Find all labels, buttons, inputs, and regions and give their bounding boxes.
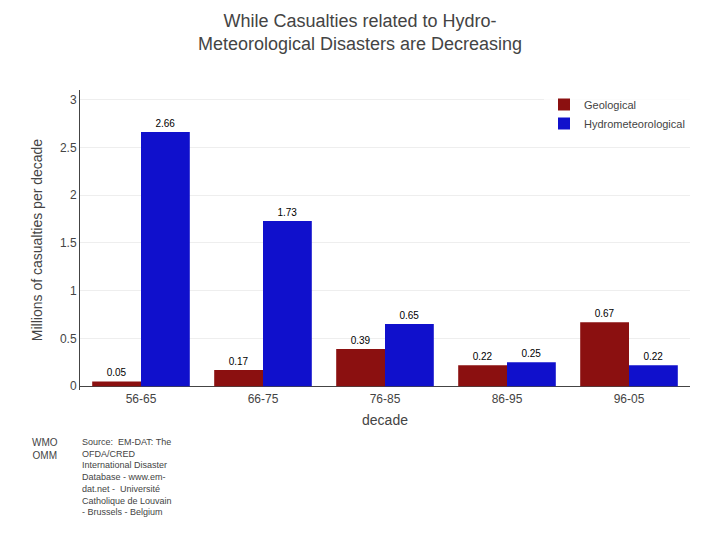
svg-text:0.22: 0.22 bbox=[643, 351, 663, 362]
svg-text:3: 3 bbox=[70, 93, 77, 107]
svg-text:0.67: 0.67 bbox=[595, 308, 615, 319]
svg-text:decade: decade bbox=[362, 412, 408, 428]
svg-text:2.5: 2.5 bbox=[60, 141, 77, 155]
svg-text:56-65: 56-65 bbox=[126, 392, 157, 406]
svg-text:76-85: 76-85 bbox=[370, 392, 401, 406]
svg-text:Hydrometeorological: Hydrometeorological bbox=[584, 118, 685, 130]
svg-text:0.5: 0.5 bbox=[60, 332, 77, 346]
svg-text:0.65: 0.65 bbox=[399, 310, 419, 321]
svg-text:86-95: 86-95 bbox=[492, 392, 523, 406]
svg-text:1: 1 bbox=[70, 284, 77, 298]
svg-text:WMOOMM: WMOOMM bbox=[32, 437, 58, 461]
svg-text:1.73: 1.73 bbox=[277, 207, 297, 218]
svg-text:0.39: 0.39 bbox=[351, 335, 371, 346]
svg-text:While Casualties related to Hy: While Casualties related to Hydro-Meteor… bbox=[198, 11, 522, 54]
svg-text:0.25: 0.25 bbox=[521, 348, 541, 359]
svg-text:0.17: 0.17 bbox=[229, 356, 249, 367]
svg-text:0: 0 bbox=[70, 379, 77, 393]
svg-text:66-75: 66-75 bbox=[248, 392, 279, 406]
svg-text:Geological: Geological bbox=[584, 99, 636, 111]
svg-text:2.66: 2.66 bbox=[155, 118, 175, 129]
svg-text:0.05: 0.05 bbox=[107, 367, 127, 378]
svg-text:Source: EM-DAT: TheOFDA/CREDI: Source: EM-DAT: TheOFDA/CREDInternationa… bbox=[82, 437, 172, 517]
svg-text:96-05: 96-05 bbox=[614, 392, 645, 406]
svg-text:1.5: 1.5 bbox=[60, 236, 77, 250]
svg-text:2: 2 bbox=[70, 188, 77, 202]
svg-text:0.22: 0.22 bbox=[473, 351, 493, 362]
svg-text:Millions of casualties per dec: Millions of casualties per decade bbox=[29, 139, 45, 342]
